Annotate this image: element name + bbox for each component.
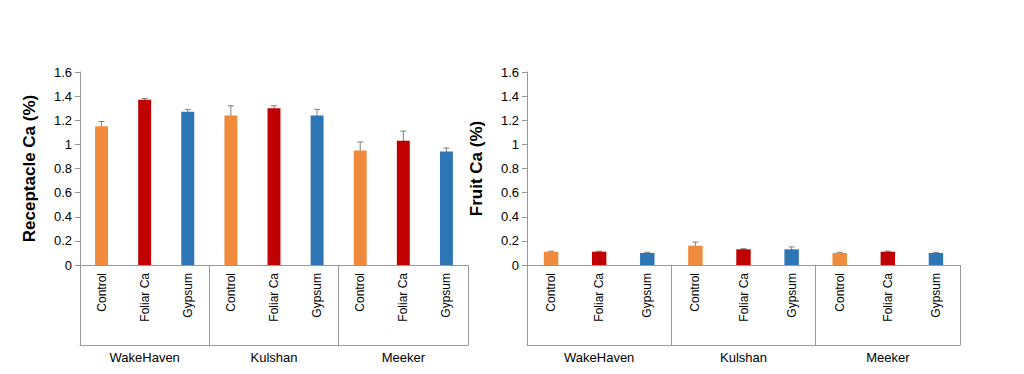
svg-text:WakeHaven: WakeHaven [110,350,180,365]
svg-text:Control: Control [544,273,558,312]
svg-text:Gypsum: Gypsum [785,273,799,318]
svg-text:1.4: 1.4 [501,89,519,104]
svg-text:0.4: 0.4 [54,209,72,224]
svg-text:Gypsum: Gypsum [439,273,453,318]
svg-text:0.4: 0.4 [501,209,519,224]
svg-text:Receptacle Ca (%): Receptacle Ca (%) [20,95,39,242]
svg-text:Control: Control [833,273,847,312]
svg-text:Control: Control [224,273,238,312]
svg-text:Kulshan: Kulshan [251,350,298,365]
svg-text:0.2: 0.2 [54,233,72,248]
svg-text:Gypsum: Gypsum [181,273,195,318]
svg-text:Foliar Ca: Foliar Ca [138,273,152,322]
svg-text:0: 0 [65,258,72,273]
svg-text:1.2: 1.2 [54,113,72,128]
svg-text:1.2: 1.2 [501,113,519,128]
svg-text:Kulshan: Kulshan [720,350,767,365]
svg-text:1: 1 [65,137,72,152]
svg-text:Meeker: Meeker [382,350,426,365]
svg-text:0.6: 0.6 [501,185,519,200]
svg-text:Foliar Ca: Foliar Ca [592,273,606,322]
svg-text:Meeker: Meeker [866,350,910,365]
svg-text:0.6: 0.6 [54,185,72,200]
svg-text:Gypsum: Gypsum [929,273,943,318]
svg-text:Foliar Ca: Foliar Ca [737,273,751,322]
svg-text:1.6: 1.6 [54,65,72,80]
svg-text:0.8: 0.8 [54,161,72,176]
svg-text:0.2: 0.2 [501,233,519,248]
svg-text:Gypsum: Gypsum [640,273,654,318]
svg-text:Gypsum: Gypsum [310,273,324,318]
svg-text:Control: Control [353,273,367,312]
svg-text:1.4: 1.4 [54,89,72,104]
svg-text:Foliar Ca: Foliar Ca [267,273,281,322]
svg-text:Fruit Ca (%): Fruit Ca (%) [467,121,486,216]
svg-text:Foliar Ca: Foliar Ca [881,273,895,322]
svg-text:1.6: 1.6 [501,65,519,80]
svg-text:Control: Control [95,273,109,312]
svg-text:WakeHaven: WakeHaven [564,350,634,365]
svg-text:Foliar Ca: Foliar Ca [396,273,410,322]
svg-text:1: 1 [512,137,519,152]
svg-text:Control: Control [688,273,702,312]
svg-text:0.8: 0.8 [501,161,519,176]
svg-text:0: 0 [512,258,519,273]
